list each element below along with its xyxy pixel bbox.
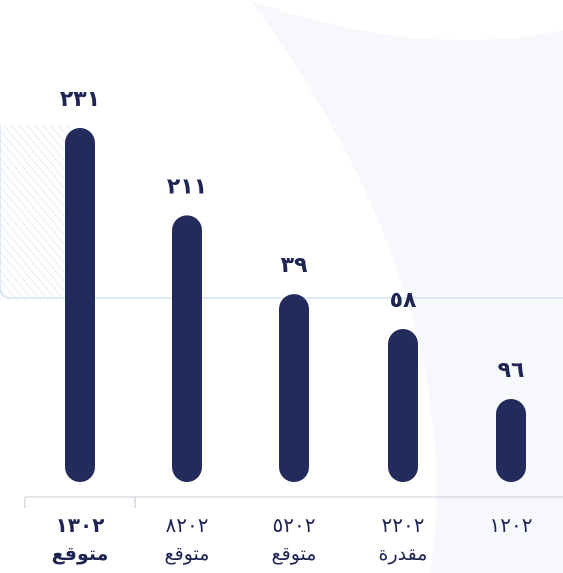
category-year-label: ١٣٠٢ (56, 513, 105, 537)
bar-1 (65, 128, 95, 482)
hatched-decoration (0, 125, 75, 300)
category-status-label: مقدرة (379, 543, 428, 565)
category-status-label: متوقع (165, 543, 210, 565)
bar-value-label: ٣٩ (281, 253, 308, 278)
bar-value-label: ٩٦ (498, 358, 525, 383)
bar-5 (496, 398, 526, 482)
category-status-label: متوقع (52, 543, 109, 565)
bar-4 (388, 329, 418, 482)
bar-value-label: ٢١١ (167, 174, 207, 199)
decorative-line (0, 125, 563, 299)
category-status-label: متوقع (272, 543, 317, 565)
category-year-label: ٨٢٠٢ (166, 513, 209, 537)
bar-3 (279, 294, 309, 482)
bar-value-label: ٥٨ (390, 288, 417, 313)
bar-value-label: ٢٣١ (60, 87, 100, 112)
category-year-label: ٥٢٠٢ (273, 513, 316, 537)
bar-2 (172, 215, 202, 482)
category-year-label: ٢٢٠٢ (382, 513, 425, 537)
category-year-label: ١٢٠٢ (490, 513, 533, 537)
